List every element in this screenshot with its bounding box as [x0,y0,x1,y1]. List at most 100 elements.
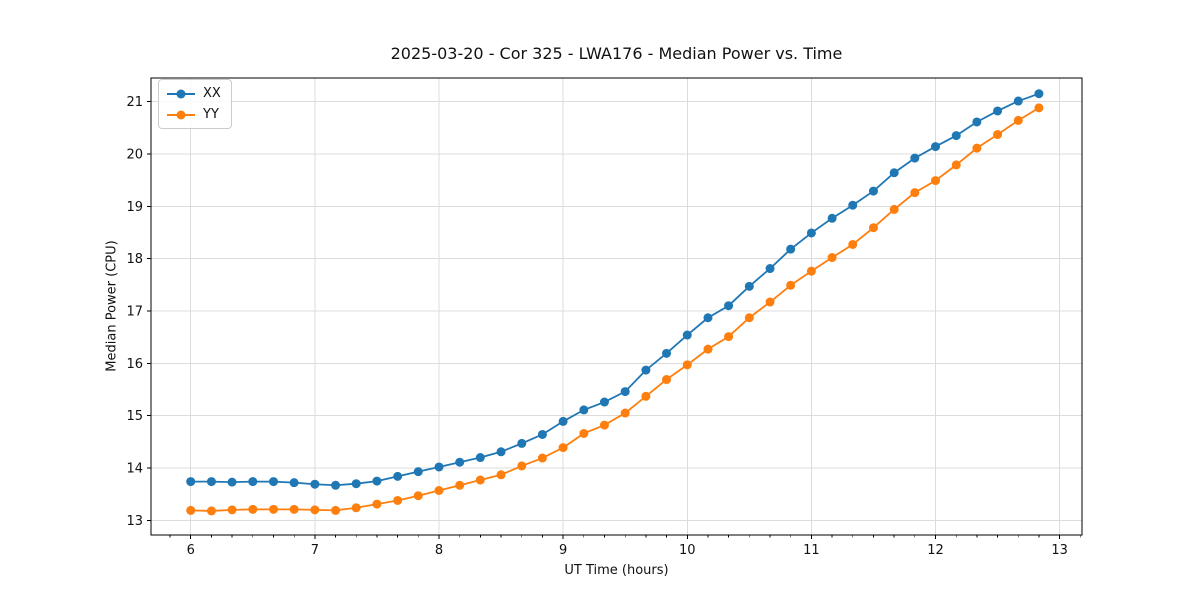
data-point-xx [1013,96,1023,106]
legend: XX YY [158,79,232,129]
y-tick-label: 19 [126,200,143,215]
data-point-yy [413,491,423,501]
y-tick-label: 15 [126,409,143,424]
data-point-xx [269,477,279,487]
data-point-xx [248,477,258,487]
data-point-yy [579,428,589,438]
data-point-yy [848,239,858,249]
data-point-yy [620,408,630,418]
legend-label-xx: XX [203,86,221,101]
y-tick-label: 14 [126,461,143,476]
data-point-yy [662,375,672,385]
legend-item-yy: YY [167,105,221,124]
data-point-yy [475,475,485,485]
y-tick-label: 18 [126,252,143,267]
data-point-yy [951,160,961,170]
data-point-yy [227,505,237,515]
data-point-xx [496,447,506,457]
x-axis-label: UT Time (hours) [564,563,669,578]
x-tick-label: 9 [559,543,567,558]
data-point-xx [910,153,920,163]
data-point-yy [248,504,258,514]
data-point-xx [931,142,941,152]
data-point-xx [289,478,299,488]
data-point-xx [227,477,237,487]
data-point-xx [662,348,672,358]
data-point-yy [910,188,920,198]
data-point-yy [682,360,692,370]
data-point-xx [765,264,775,274]
plot-border [150,77,1083,536]
x-tick-label: 13 [1051,543,1068,558]
data-point-yy [517,461,527,471]
data-point-yy [331,505,341,515]
data-point-xx [620,387,630,397]
data-point-xx [372,476,382,486]
y-tick-label: 13 [126,514,143,529]
data-point-xx [786,244,796,254]
data-point-yy [786,280,796,290]
x-tick-label: 8 [435,543,443,558]
legend-swatch-yy-icon [167,110,195,120]
data-point-xx [331,480,341,490]
data-point-yy [931,176,941,186]
data-point-yy [393,495,403,505]
data-point-xx [558,416,568,426]
data-point-yy [806,266,816,276]
data-point-yy [765,297,775,307]
chart-title: 2025-03-20 - Cor 325 - LWA176 - Median P… [390,44,843,63]
data-point-xx [310,479,320,489]
data-point-xx [1034,89,1044,99]
data-point-xx [827,213,837,223]
legend-item-xx: XX [167,84,221,103]
y-tick-label: 20 [126,147,143,162]
data-point-yy [496,470,506,480]
data-point-yy [289,504,299,514]
data-point-xx [744,281,754,291]
y-tick-label: 17 [126,304,143,319]
data-point-yy [724,332,734,342]
data-point-yy [310,505,320,515]
data-point-xx [517,438,527,448]
data-point-yy [455,480,465,490]
data-point-xx [806,228,816,238]
data-point-xx [537,429,547,439]
data-point-xx [393,471,403,481]
x-tick-label: 7 [311,543,319,558]
data-point-yy [889,204,899,214]
data-point-yy [827,253,837,263]
data-point-xx [951,131,961,141]
data-point-yy [972,143,982,153]
data-point-xx [599,397,609,407]
data-point-xx [641,365,651,375]
data-point-xx [724,301,734,311]
data-point-yy [186,505,196,515]
data-point-yy [993,130,1003,140]
data-point-xx [848,200,858,210]
data-point-yy [703,344,713,354]
data-point-yy [537,453,547,463]
data-point-xx [434,462,444,472]
y-tick-label: 21 [126,95,143,110]
y-tick-label: 16 [126,357,143,372]
data-point-xx [993,106,1003,116]
legend-swatch-xx-icon [167,89,195,99]
x-tick-label: 10 [679,543,696,558]
data-point-xx [413,467,423,477]
data-point-yy [1034,103,1044,113]
data-point-xx [351,479,361,489]
legend-label-yy: YY [203,107,219,122]
data-point-xx [579,405,589,415]
x-tick-label: 6 [187,543,195,558]
data-point-xx [186,477,196,487]
data-point-yy [206,506,216,516]
data-point-yy [868,223,878,233]
data-point-xx [455,457,465,467]
data-point-yy [599,420,609,430]
data-point-xx [972,117,982,127]
data-point-xx [206,477,216,487]
x-tick-label: 12 [927,543,944,558]
data-point-xx [868,186,878,196]
data-point-yy [641,391,651,401]
data-point-xx [889,168,899,178]
